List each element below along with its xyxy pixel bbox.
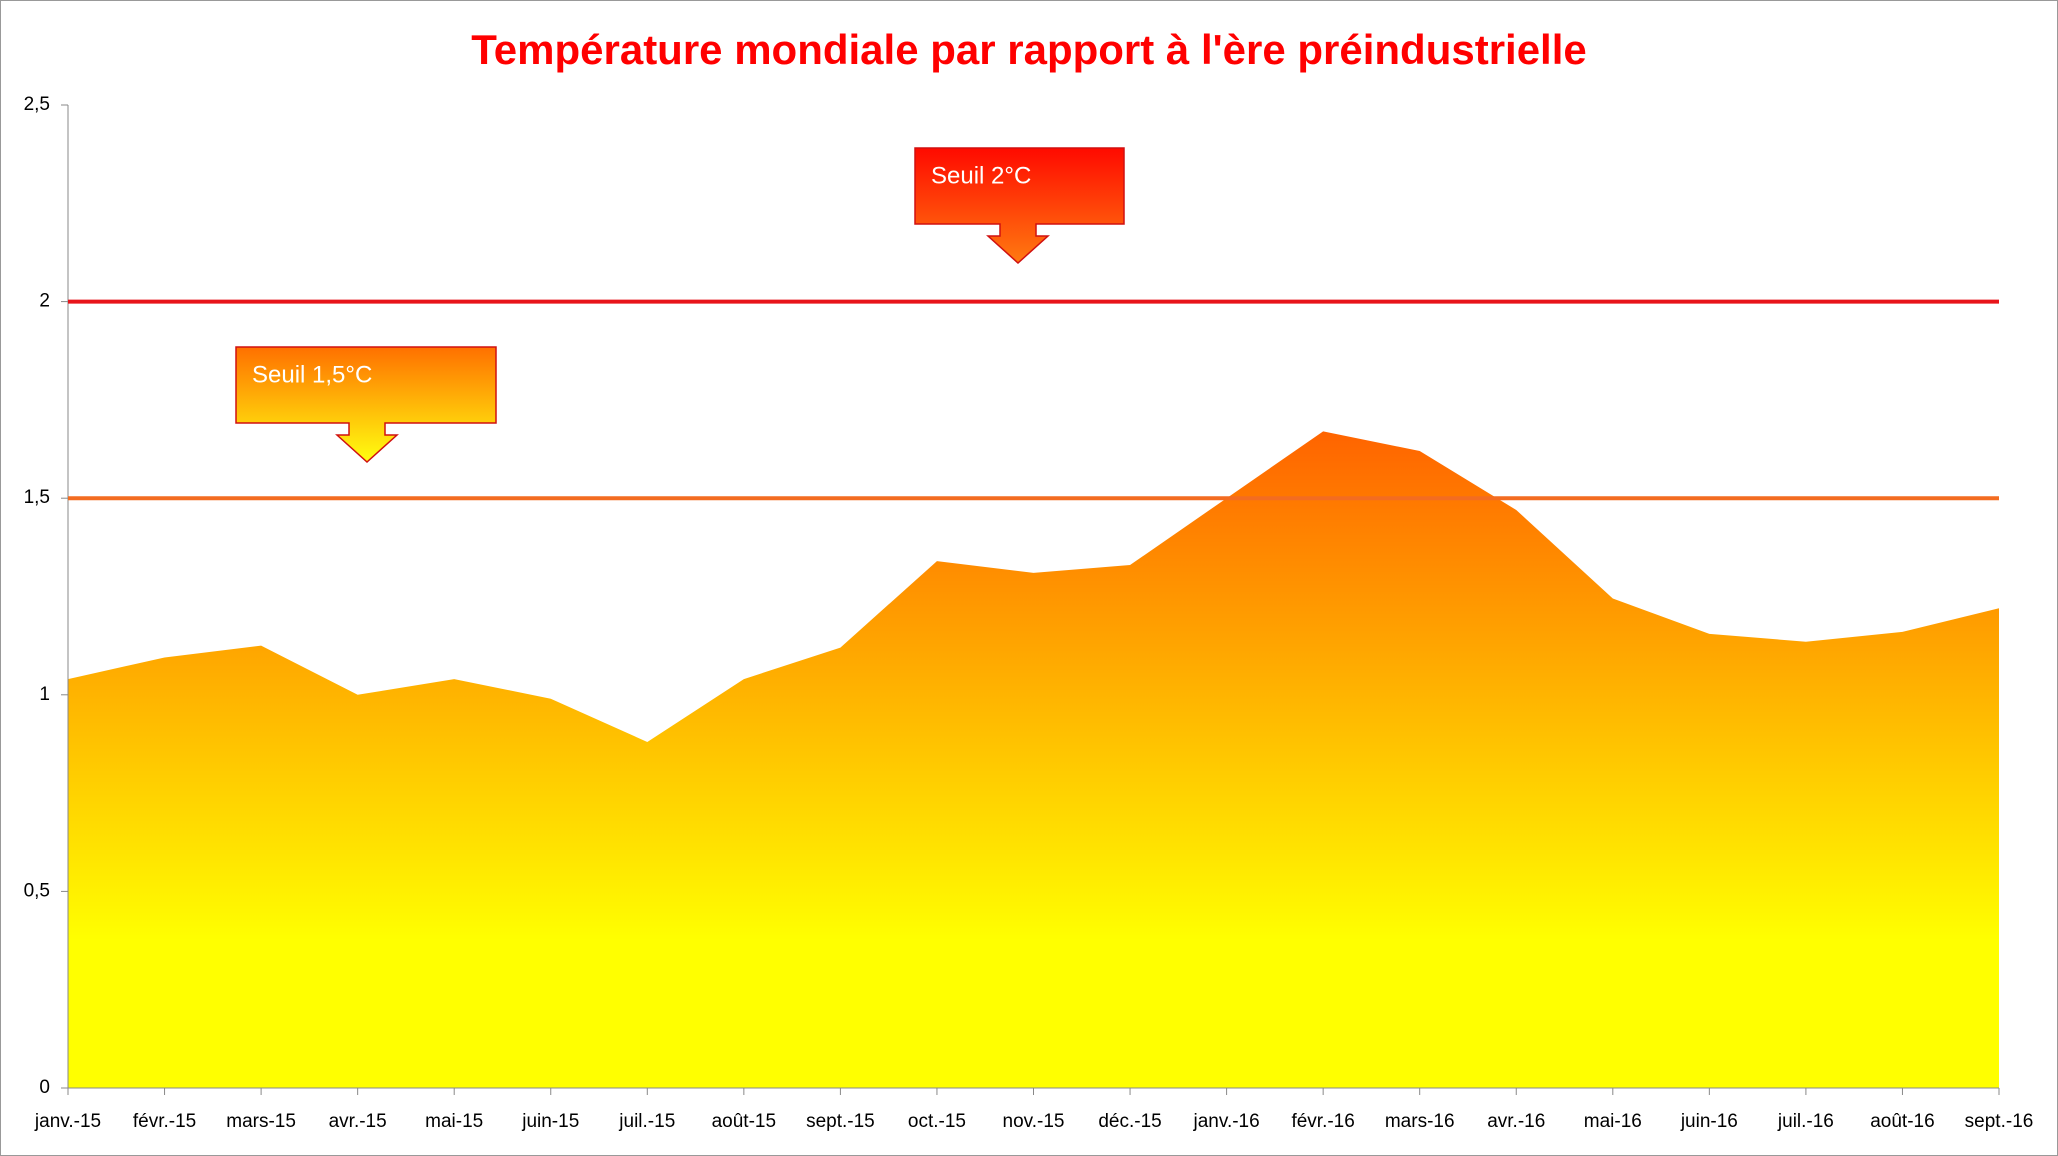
x-tick-label: févr.-16 [1291,1111,1354,1132]
x-tick-label: avr.-15 [329,1111,387,1132]
chart-title: Température mondiale par rapport à l'ère… [471,26,1587,73]
x-tick-label: janv.-15 [34,1111,101,1132]
callout-label: Seuil 1,5°C [252,361,372,388]
area [68,431,1999,1089]
x-tick-label: avr.-16 [1487,1111,1545,1132]
y-tick-label: 0 [39,1077,50,1098]
callout-label: Seuil 2°C [931,162,1031,189]
y-tick-label: 2,5 [24,94,50,115]
x-tick-label: sept.-16 [1965,1111,2034,1132]
x-tick-label: juil.-16 [1777,1111,1834,1132]
x-tick-label: janv.-16 [1193,1111,1260,1132]
x-tick-label: oct.-15 [908,1111,966,1132]
x-tick-label: août-15 [712,1111,776,1132]
x-tick-label: août-16 [1870,1111,1934,1132]
x-tick-label: mai-16 [1584,1111,1642,1132]
x-tick-label: juin-15 [521,1111,579,1132]
y-tick-label: 1 [39,684,50,705]
callout [914,147,1125,265]
y-tick-label: 0,5 [24,880,50,901]
y-tick-label: 2 [39,291,50,312]
x-tick-label: mars-15 [226,1111,296,1132]
x-tick-label: juil.-15 [618,1111,675,1132]
x-tick-label: déc.-15 [1098,1111,1161,1132]
x-tick-label: mars-16 [1385,1111,1455,1132]
x-tick-label: févr.-15 [133,1111,196,1132]
x-tick-label: nov.-15 [1003,1111,1065,1132]
x-tick-label: sept.-15 [806,1111,875,1132]
x-tick-label: juin-16 [1680,1111,1738,1132]
callout [235,346,497,464]
x-tick-label: mai-15 [425,1111,483,1132]
y-tick-label: 1,5 [24,487,50,508]
